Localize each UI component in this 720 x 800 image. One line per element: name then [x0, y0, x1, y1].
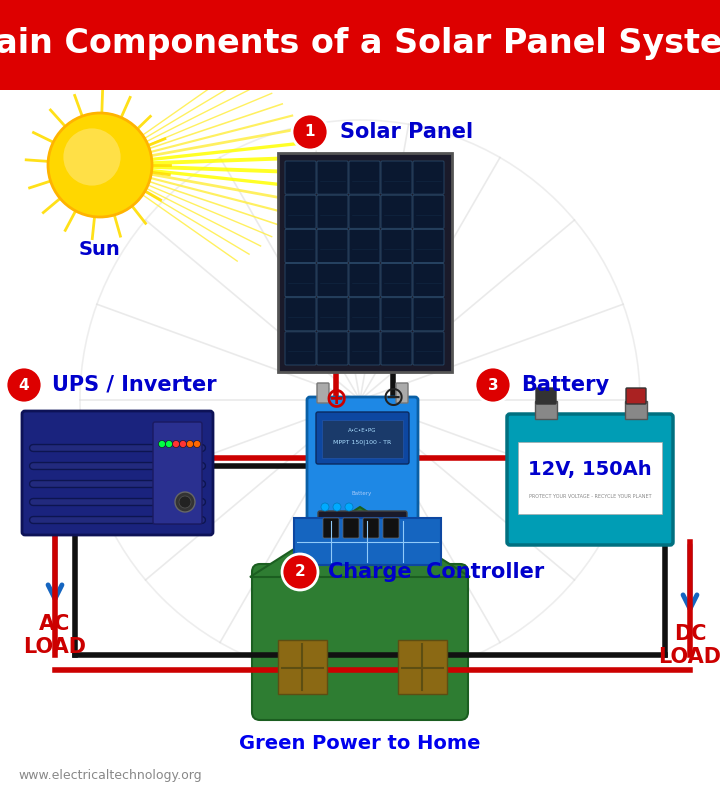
- Circle shape: [166, 441, 173, 447]
- Text: 1: 1: [305, 125, 315, 139]
- FancyBboxPatch shape: [349, 195, 380, 228]
- FancyBboxPatch shape: [317, 230, 348, 262]
- FancyBboxPatch shape: [398, 640, 447, 694]
- Circle shape: [173, 441, 179, 447]
- FancyBboxPatch shape: [413, 230, 444, 262]
- FancyBboxPatch shape: [381, 195, 412, 228]
- Circle shape: [158, 441, 166, 447]
- Text: PROTECT YOUR VOLTAGE - RECYCLE YOUR PLANET: PROTECT YOUR VOLTAGE - RECYCLE YOUR PLAN…: [528, 494, 652, 499]
- FancyBboxPatch shape: [318, 511, 407, 543]
- Text: AC
LOAD: AC LOAD: [24, 614, 86, 658]
- Circle shape: [475, 367, 511, 403]
- FancyBboxPatch shape: [285, 332, 316, 365]
- FancyBboxPatch shape: [316, 412, 409, 464]
- FancyBboxPatch shape: [278, 153, 452, 372]
- FancyBboxPatch shape: [413, 332, 444, 365]
- FancyBboxPatch shape: [625, 401, 647, 419]
- FancyBboxPatch shape: [381, 263, 412, 297]
- FancyBboxPatch shape: [381, 298, 412, 331]
- Circle shape: [48, 113, 152, 217]
- Text: UPS / Inverter: UPS / Inverter: [52, 375, 217, 395]
- Circle shape: [282, 554, 318, 590]
- Text: Green Power to Home: Green Power to Home: [239, 734, 481, 753]
- FancyBboxPatch shape: [349, 298, 380, 331]
- FancyBboxPatch shape: [22, 411, 213, 535]
- FancyBboxPatch shape: [343, 518, 359, 538]
- FancyBboxPatch shape: [381, 161, 412, 194]
- Text: Solar Panel: Solar Panel: [340, 122, 473, 142]
- Text: ⊖: ⊖: [382, 384, 405, 412]
- Circle shape: [175, 492, 195, 512]
- Text: 2: 2: [294, 565, 305, 579]
- Text: Battery: Battery: [521, 375, 609, 395]
- FancyBboxPatch shape: [413, 195, 444, 228]
- Text: www.electricaltechnology.org: www.electricaltechnology.org: [18, 769, 202, 782]
- Text: Battery: Battery: [352, 490, 372, 495]
- Circle shape: [186, 441, 194, 447]
- Text: 4: 4: [19, 378, 30, 393]
- FancyBboxPatch shape: [285, 298, 316, 331]
- Circle shape: [179, 441, 186, 447]
- FancyBboxPatch shape: [349, 263, 380, 297]
- Text: Sun: Sun: [79, 240, 121, 259]
- FancyBboxPatch shape: [307, 397, 418, 548]
- FancyBboxPatch shape: [349, 230, 380, 262]
- FancyBboxPatch shape: [285, 161, 316, 194]
- Text: Main Components of a Solar Panel System: Main Components of a Solar Panel System: [0, 27, 720, 61]
- FancyBboxPatch shape: [507, 414, 673, 545]
- FancyBboxPatch shape: [285, 263, 316, 297]
- Circle shape: [345, 503, 353, 511]
- Circle shape: [194, 441, 200, 447]
- Text: 3: 3: [487, 378, 498, 393]
- FancyBboxPatch shape: [381, 230, 412, 262]
- FancyBboxPatch shape: [278, 640, 327, 694]
- Circle shape: [321, 503, 329, 511]
- FancyBboxPatch shape: [317, 332, 348, 365]
- Text: 12V, 150Ah: 12V, 150Ah: [528, 461, 652, 479]
- Circle shape: [179, 496, 191, 508]
- FancyBboxPatch shape: [317, 298, 348, 331]
- FancyBboxPatch shape: [396, 383, 408, 403]
- FancyBboxPatch shape: [349, 332, 380, 365]
- FancyBboxPatch shape: [363, 518, 379, 538]
- Circle shape: [63, 128, 121, 186]
- Circle shape: [333, 503, 341, 511]
- Circle shape: [6, 367, 42, 403]
- FancyBboxPatch shape: [317, 195, 348, 228]
- FancyBboxPatch shape: [626, 388, 646, 404]
- FancyBboxPatch shape: [252, 564, 468, 720]
- FancyBboxPatch shape: [535, 401, 557, 419]
- FancyBboxPatch shape: [285, 230, 316, 262]
- Text: A•C•E•PG: A•C•E•PG: [348, 427, 377, 433]
- FancyBboxPatch shape: [322, 420, 403, 458]
- FancyBboxPatch shape: [285, 195, 316, 228]
- FancyBboxPatch shape: [317, 263, 348, 297]
- Text: MPPT 150|100 - TR: MPPT 150|100 - TR: [333, 439, 391, 445]
- FancyBboxPatch shape: [413, 161, 444, 194]
- FancyBboxPatch shape: [518, 442, 662, 514]
- FancyBboxPatch shape: [317, 161, 348, 194]
- Bar: [0, 0, 720, 90]
- FancyBboxPatch shape: [536, 388, 556, 404]
- FancyBboxPatch shape: [383, 518, 399, 538]
- FancyBboxPatch shape: [153, 422, 202, 524]
- Circle shape: [292, 114, 328, 150]
- Text: ⊕: ⊕: [325, 384, 348, 412]
- FancyBboxPatch shape: [381, 332, 412, 365]
- FancyBboxPatch shape: [413, 298, 444, 331]
- FancyBboxPatch shape: [413, 263, 444, 297]
- Text: Charge  Controller: Charge Controller: [328, 562, 544, 582]
- FancyBboxPatch shape: [294, 518, 441, 565]
- FancyBboxPatch shape: [317, 383, 329, 403]
- Text: DC
LOAD: DC LOAD: [659, 624, 720, 667]
- Polygon shape: [250, 507, 470, 577]
- FancyBboxPatch shape: [323, 518, 339, 538]
- FancyBboxPatch shape: [349, 161, 380, 194]
